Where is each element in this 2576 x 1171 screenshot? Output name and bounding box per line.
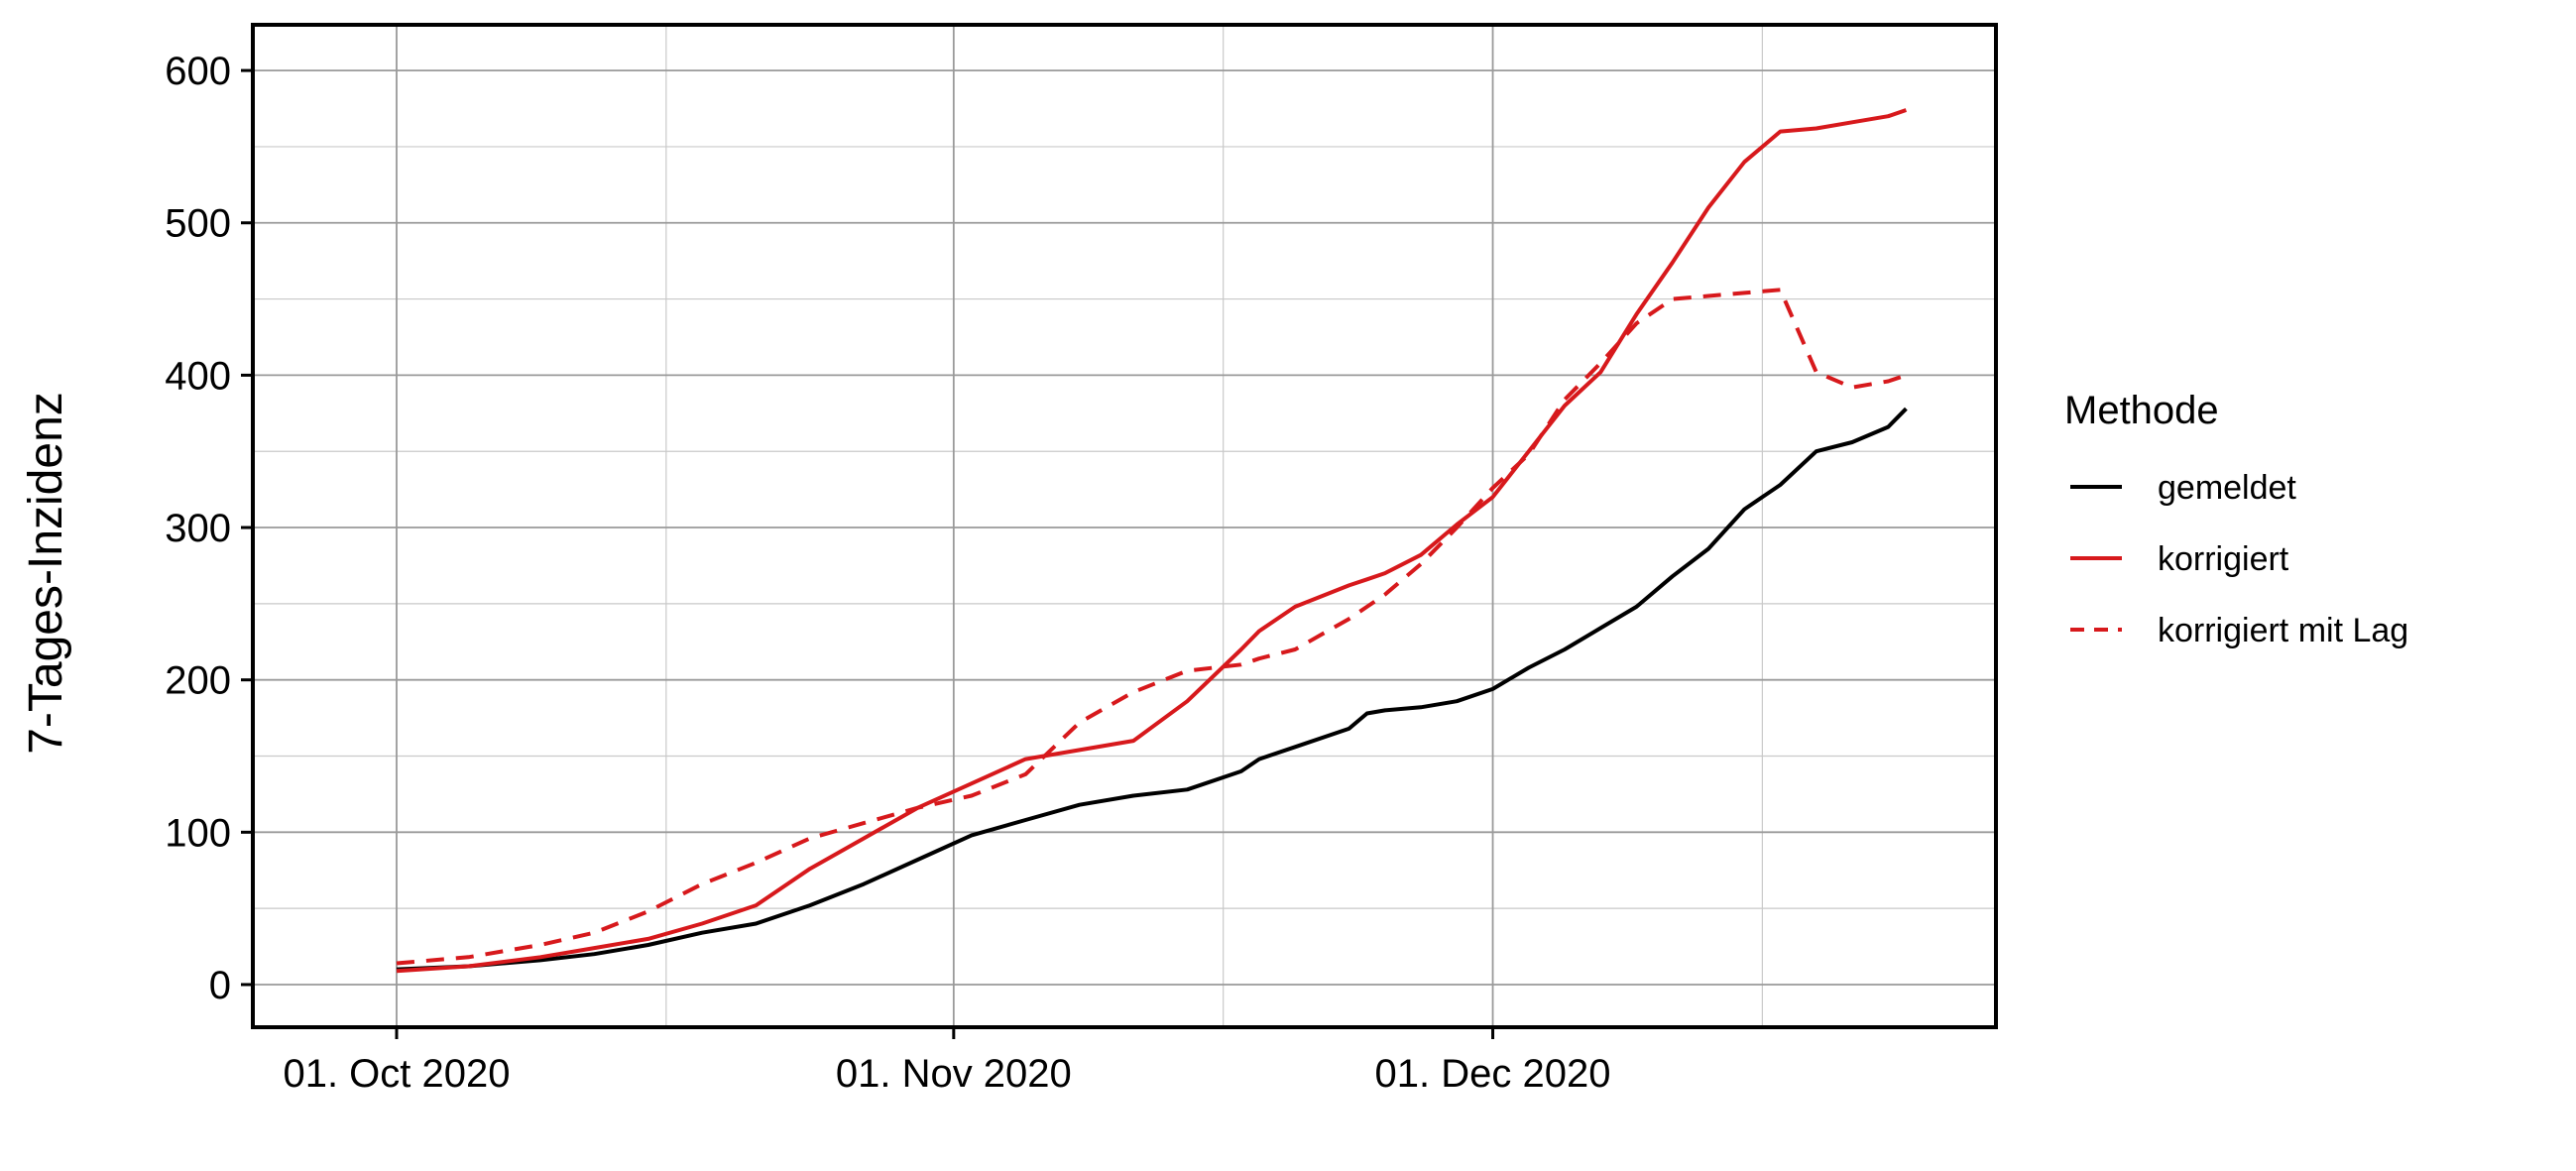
axes: 0 100 200 300 400 500 600 01. Oct 2020 01. Nov 2… <box>165 50 1610 1096</box>
y-tick-label: 600 <box>165 50 231 93</box>
y-tick-label: 500 <box>165 202 231 246</box>
y-tick-label: 100 <box>165 811 231 855</box>
x-tick-label: 01. Oct 2020 <box>283 1052 510 1096</box>
legend-title: Methode <box>2064 389 2219 432</box>
series-line-gemeldet <box>396 407 1908 972</box>
series-line-korrigiert-mit-Lag <box>396 288 1908 966</box>
y-tick-label: 200 <box>165 659 231 703</box>
legend-label: gemeldet <box>2158 469 2296 507</box>
y-axis-title: 7-Tages-Inzidenz <box>20 392 72 755</box>
x-tick-label: 01. Dec 2020 <box>1375 1052 1611 1096</box>
grid <box>253 25 1996 1027</box>
legend: Methode gemeldet korrigiert korrigiert mit… <box>2064 389 2408 649</box>
y-tick-label: 400 <box>165 354 231 398</box>
y-tick-label: 300 <box>165 507 231 550</box>
legend-label: korrigiert <box>2158 540 2289 578</box>
series-line-korrigiert <box>396 108 1908 974</box>
series-lines <box>396 108 1908 974</box>
plot-panel-border <box>251 23 1998 1029</box>
y-tick-label: 0 <box>209 964 231 1007</box>
x-tick-label: 01. Nov 2020 <box>836 1052 1072 1096</box>
legend-label: korrigiert mit Lag <box>2158 612 2408 649</box>
